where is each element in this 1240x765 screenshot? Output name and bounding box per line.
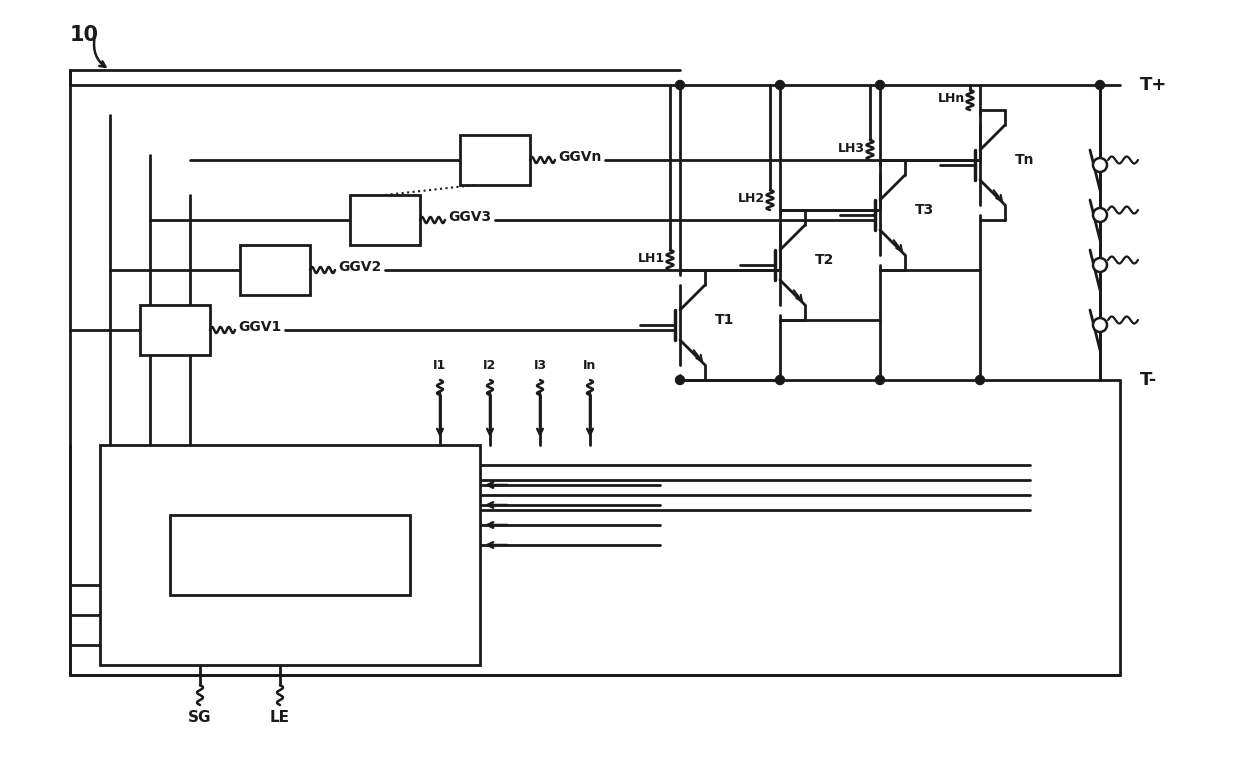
Text: T1: T1 bbox=[715, 313, 734, 327]
Text: GGV2: GGV2 bbox=[339, 260, 381, 274]
Circle shape bbox=[676, 80, 684, 90]
Text: I1: I1 bbox=[433, 359, 446, 372]
Circle shape bbox=[1092, 318, 1107, 332]
Bar bbox=[140, 305, 210, 355]
Circle shape bbox=[775, 376, 785, 385]
Bar bbox=[170, 515, 410, 595]
Bar bbox=[241, 245, 310, 295]
Text: I3: I3 bbox=[533, 359, 547, 372]
Text: T3: T3 bbox=[915, 203, 934, 217]
Circle shape bbox=[1092, 208, 1107, 222]
Bar bbox=[100, 445, 480, 665]
Text: Tn: Tn bbox=[1016, 153, 1034, 167]
Text: I2: I2 bbox=[484, 359, 497, 372]
Text: T+: T+ bbox=[1140, 76, 1167, 94]
Circle shape bbox=[976, 376, 985, 385]
Text: In: In bbox=[583, 359, 596, 372]
Text: GGV3: GGV3 bbox=[448, 210, 491, 224]
Text: SG: SG bbox=[188, 710, 212, 725]
Text: 10: 10 bbox=[69, 25, 99, 45]
Circle shape bbox=[676, 376, 684, 385]
Bar bbox=[460, 135, 529, 185]
Text: GGVn: GGVn bbox=[558, 150, 601, 164]
Text: LHn: LHn bbox=[937, 92, 965, 105]
Circle shape bbox=[1092, 258, 1107, 272]
Circle shape bbox=[1095, 80, 1105, 90]
Circle shape bbox=[875, 376, 884, 385]
Text: LE: LE bbox=[270, 710, 290, 725]
Bar bbox=[350, 195, 420, 245]
Text: T-: T- bbox=[1140, 371, 1157, 389]
Text: LH1: LH1 bbox=[637, 252, 665, 265]
Circle shape bbox=[775, 80, 785, 90]
Text: LH2: LH2 bbox=[738, 191, 765, 204]
Text: GGV1: GGV1 bbox=[238, 320, 281, 334]
Circle shape bbox=[1092, 158, 1107, 172]
Text: LH3: LH3 bbox=[838, 142, 866, 155]
Text: T2: T2 bbox=[815, 253, 835, 267]
Circle shape bbox=[875, 80, 884, 90]
